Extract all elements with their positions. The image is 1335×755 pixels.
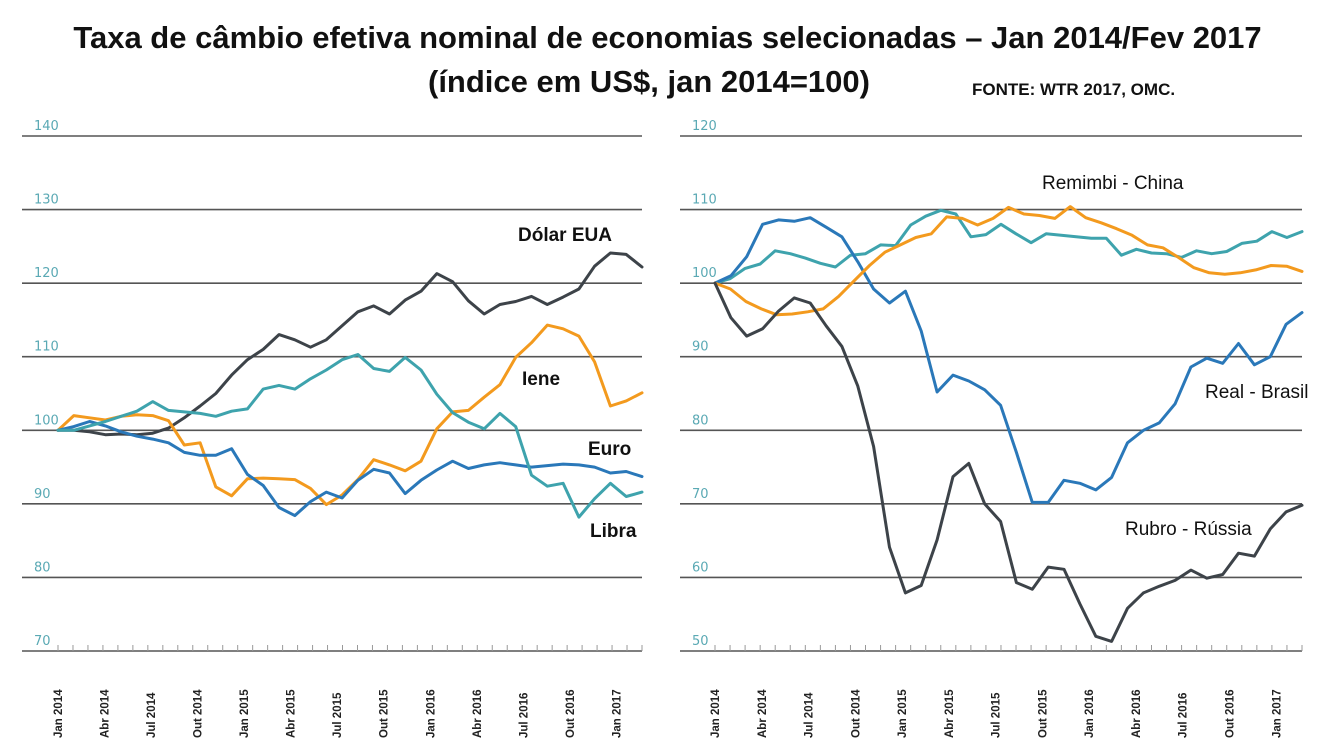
series-line-left-1 [56,323,644,507]
y-tick-label-left-90: 90 [34,487,51,502]
x-tick-label: Out 2015 [379,689,391,738]
x-tick-label: Abr 2016 [1131,689,1143,738]
y-tick-label-right-60: 60 [692,560,709,575]
y-tick-label-right-50: 50 [692,634,709,649]
y-tick-label-right-100: 100 [692,266,717,281]
x-tick-label: Abr 2014 [100,689,112,738]
y-tick-label-right-80: 80 [692,413,709,428]
x-tick-label: Jan 2014 [53,689,65,738]
x-tick-label: Jul 2014 [146,692,158,738]
series-label: Rubro - Rússia [1125,519,1252,540]
series-line-right-1 [713,216,1304,504]
series-label: Dólar EUA [518,225,612,246]
x-tick-label: Abr 2015 [944,689,956,738]
series-line-right-3 [713,281,1304,643]
x-tick-label: Jul 2015 [332,692,344,738]
series-line-left-2 [56,420,644,518]
y-tick-label-right-110: 110 [692,193,717,208]
y-tick-label-left-80: 80 [34,560,51,575]
x-tick-label: Abr 2015 [286,689,298,738]
x-tick-label: Jul 2016 [1178,693,1190,738]
series-line-left-0 [56,251,644,437]
source-note: FONTE: WTR 2017, OMC. [972,80,1176,99]
x-tick-label: Jan 2017 [1271,689,1283,738]
x-tick-label: Out 2014 [193,689,205,738]
x-tick-label: Abr 2016 [472,689,484,738]
x-tick-label: Out 2016 [1225,689,1237,738]
series-label: Real - Brasil [1205,382,1308,403]
y-tick-label-left-100: 100 [34,413,59,428]
series-line-left-3 [56,353,644,519]
x-tick-label: Jan 2015 [897,689,909,738]
series-line-right-0 [713,208,1304,285]
y-tick-label-left-140: 140 [34,119,59,134]
x-tick-label: Jan 2015 [239,689,251,738]
x-tick-label: Abr 2014 [757,689,769,738]
y-tick-label-right-70: 70 [692,487,709,502]
y-tick-label-left-70: 70 [34,634,51,649]
x-tick-label: Jul 2015 [991,692,1003,738]
x-tick-label: Jan 2017 [611,689,623,738]
x-tick-label: Jan 2014 [710,689,722,738]
y-tick-label-left-110: 110 [34,340,59,355]
chart-subtitle: (índice em US$, jan 2014=100) [428,64,870,99]
x-tick-label: Out 2014 [850,689,862,738]
y-tick-label-left-130: 130 [34,193,59,208]
y-tick-label-left-120: 120 [34,266,59,281]
chart-title: Taxa de câmbio efetiva nominal de econom… [73,20,1262,55]
x-tick-label: Out 2016 [565,689,577,738]
x-tick-label: Jul 2016 [518,693,530,738]
series-label: Remimbi - China [1042,173,1184,194]
x-tick-label: Jan 2016 [425,689,437,738]
x-tick-label: Jan 2016 [1084,689,1096,738]
series-line-right-2 [713,205,1304,317]
y-tick-label-right-120: 120 [692,119,717,134]
x-tick-label: Out 2015 [1037,689,1049,738]
y-tick-label-right-90: 90 [692,340,709,355]
x-tick-label: Jul 2014 [804,692,816,738]
series-label: Libra [590,521,637,542]
series-label: Iene [522,369,560,390]
series-label: Euro [588,439,631,460]
